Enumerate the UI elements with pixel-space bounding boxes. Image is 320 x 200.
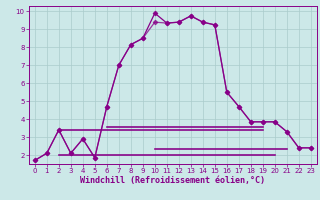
X-axis label: Windchill (Refroidissement éolien,°C): Windchill (Refroidissement éolien,°C): [80, 176, 265, 185]
